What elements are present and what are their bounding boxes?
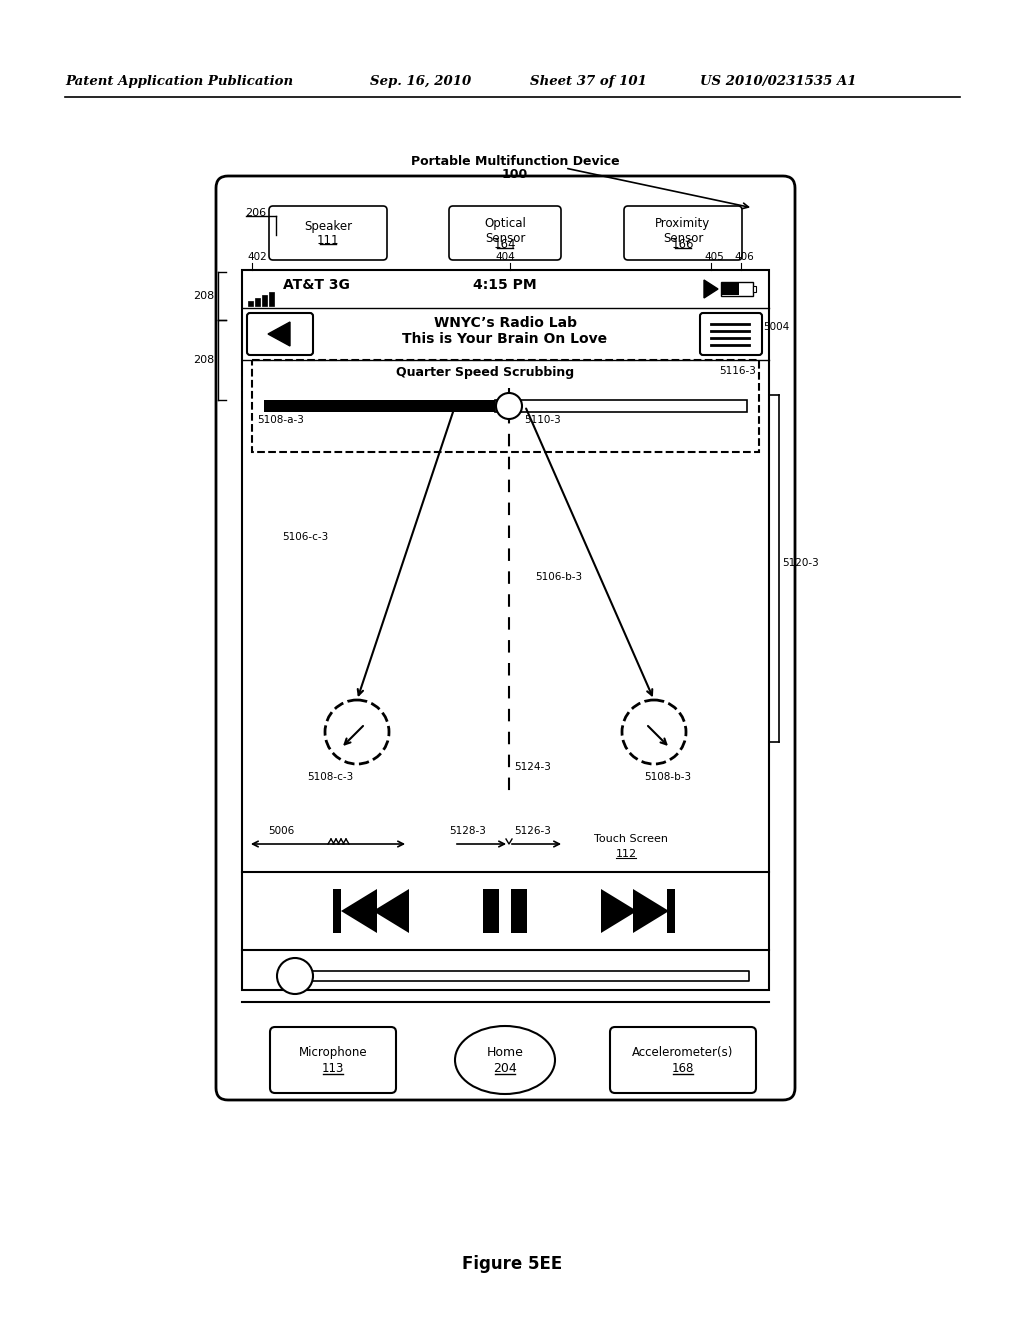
FancyBboxPatch shape (270, 1027, 396, 1093)
Bar (252, 360, 759, 451)
Polygon shape (341, 888, 377, 933)
Bar (511, 888, 527, 933)
Text: 113: 113 (322, 1063, 344, 1074)
Polygon shape (268, 322, 290, 346)
FancyBboxPatch shape (269, 206, 387, 260)
Text: 406: 406 (734, 252, 754, 261)
FancyBboxPatch shape (247, 313, 313, 355)
Text: Accelerometer(s): Accelerometer(s) (632, 1045, 733, 1059)
Bar (264, 400, 495, 412)
Bar (262, 294, 267, 306)
Text: Home: Home (486, 1045, 523, 1059)
FancyBboxPatch shape (216, 176, 795, 1100)
Text: 5110-3: 5110-3 (524, 414, 561, 425)
Text: Sheet 37 of 101: Sheet 37 of 101 (530, 75, 647, 88)
Text: 4:15 PM: 4:15 PM (473, 279, 537, 292)
Text: 5106-c-3: 5106-c-3 (282, 532, 329, 543)
Bar (295, 972, 749, 981)
Text: Proximity
Sensor: Proximity Sensor (655, 216, 711, 246)
Bar (333, 888, 341, 933)
Text: AT&T 3G: AT&T 3G (283, 279, 350, 292)
Polygon shape (373, 888, 409, 933)
Bar (722, 282, 739, 294)
Bar (248, 301, 253, 306)
FancyBboxPatch shape (624, 206, 742, 260)
Bar (269, 292, 274, 306)
Text: 164: 164 (494, 238, 516, 251)
Text: Sep. 16, 2010: Sep. 16, 2010 (370, 75, 471, 88)
Text: 168: 168 (672, 1063, 694, 1074)
Ellipse shape (455, 1026, 555, 1094)
Text: Microphone: Microphone (299, 1045, 368, 1059)
Text: 204: 204 (494, 1063, 517, 1074)
Text: Touch Screen: Touch Screen (594, 834, 668, 843)
Text: Speaker: Speaker (304, 220, 352, 234)
Text: 5116-3: 5116-3 (719, 366, 756, 376)
Text: Optical
Sensor: Optical Sensor (484, 216, 526, 246)
Circle shape (496, 393, 522, 418)
Text: 5120-3: 5120-3 (782, 558, 819, 568)
Text: 5006: 5006 (268, 826, 294, 836)
Text: This is Your Brain On Love: This is Your Brain On Love (402, 333, 607, 346)
Text: 208: 208 (193, 290, 214, 301)
Text: 100: 100 (502, 168, 528, 181)
Text: 5108-c-3: 5108-c-3 (307, 772, 353, 781)
Text: 5004: 5004 (763, 322, 790, 333)
Bar (495, 400, 746, 412)
Text: WNYC’s Radio Lab: WNYC’s Radio Lab (433, 315, 577, 330)
FancyBboxPatch shape (449, 206, 561, 260)
Text: 5108-a-3: 5108-a-3 (257, 414, 304, 425)
Polygon shape (601, 888, 637, 933)
Text: 166: 166 (672, 238, 694, 251)
Text: 111: 111 (316, 234, 339, 247)
Text: 405: 405 (705, 252, 724, 261)
Text: 404: 404 (495, 252, 515, 261)
Text: 112: 112 (616, 849, 637, 859)
Text: 5128-3: 5128-3 (449, 826, 485, 836)
Text: 5126-3: 5126-3 (514, 826, 551, 836)
Bar (667, 888, 675, 933)
FancyBboxPatch shape (610, 1027, 756, 1093)
Text: 5106-b-3: 5106-b-3 (535, 572, 582, 582)
Text: 208: 208 (193, 355, 214, 366)
Bar (483, 888, 499, 933)
Circle shape (325, 700, 389, 764)
Bar (242, 271, 769, 990)
Circle shape (622, 700, 686, 764)
Text: Quarter Speed Scrubbing: Quarter Speed Scrubbing (396, 366, 574, 379)
Polygon shape (633, 888, 669, 933)
Text: 206: 206 (245, 209, 266, 218)
Bar (721, 282, 753, 296)
Text: 5108-b-3: 5108-b-3 (644, 772, 691, 781)
Text: Patent Application Publication: Patent Application Publication (65, 75, 293, 88)
Text: 402: 402 (247, 252, 266, 261)
Text: Portable Multifunction Device: Portable Multifunction Device (411, 154, 620, 168)
Text: 5124-3: 5124-3 (514, 762, 551, 772)
Text: Figure 5EE: Figure 5EE (462, 1255, 562, 1272)
Bar (255, 298, 260, 306)
Text: US 2010/0231535 A1: US 2010/0231535 A1 (700, 75, 856, 88)
FancyBboxPatch shape (700, 313, 762, 355)
Bar (753, 286, 756, 292)
Polygon shape (705, 280, 718, 298)
Circle shape (278, 958, 313, 994)
